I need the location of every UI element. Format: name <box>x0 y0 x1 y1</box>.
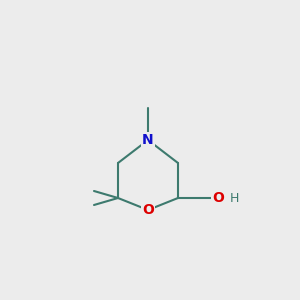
Text: N: N <box>142 133 154 147</box>
Text: H: H <box>230 191 239 205</box>
Text: O: O <box>142 203 154 217</box>
Text: O: O <box>212 191 224 205</box>
